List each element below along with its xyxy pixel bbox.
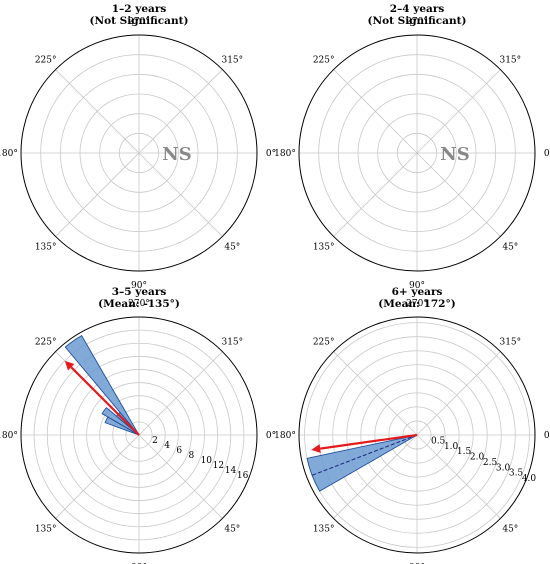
panel-subtitle: (Not Significant) bbox=[90, 15, 189, 27]
radial-tick-label: 12 bbox=[213, 461, 224, 471]
panel-subtitle: (Mean: 172°) bbox=[378, 298, 455, 310]
angle-tick-label: 270° bbox=[406, 299, 428, 309]
histogram-bar bbox=[101, 406, 140, 436]
angle-tick-label: 45° bbox=[224, 524, 240, 534]
polar-panel-4: 6+ years(Mean: 172°)0°45°90°135°180°225°… bbox=[274, 286, 550, 564]
histogram-bar bbox=[64, 335, 140, 436]
angular-grid-line bbox=[416, 351, 501, 436]
angle-tick-label: 180° bbox=[0, 431, 18, 441]
angle-tick-label: 225° bbox=[35, 338, 57, 348]
angle-tick-label: 135° bbox=[313, 524, 335, 534]
angle-tick-label: 135° bbox=[35, 242, 57, 252]
angle-tick-label: 180° bbox=[0, 149, 18, 159]
panel-subtitle: (Mean: -135°) bbox=[98, 298, 180, 310]
angular-grid-line bbox=[55, 152, 140, 237]
angle-tick-label: 315° bbox=[499, 338, 521, 348]
panel-title: 2–4 years bbox=[390, 3, 445, 15]
panel-title: 3–5 years bbox=[112, 286, 167, 298]
angle-tick-label: 225° bbox=[313, 338, 335, 348]
angular-grid-line bbox=[138, 152, 223, 237]
polar-outer-ring bbox=[298, 316, 536, 554]
bin-median-line bbox=[311, 434, 418, 476]
panel-title: 1–2 years bbox=[112, 3, 167, 15]
angle-tick-label: 270° bbox=[128, 299, 150, 309]
mean-arrow-head bbox=[311, 444, 321, 454]
angle-tick-label: 315° bbox=[221, 56, 243, 66]
angular-grid-line bbox=[416, 152, 501, 237]
angle-tick-label: 0° bbox=[266, 149, 276, 159]
radial-tick-label: 4.0 bbox=[522, 474, 537, 484]
angle-tick-label: 315° bbox=[221, 338, 243, 348]
panel-subtitle: (Not Significant) bbox=[368, 15, 467, 27]
polar-outer-ring bbox=[298, 34, 536, 272]
angle-tick-label: 180° bbox=[274, 431, 296, 441]
angular-grid-line bbox=[138, 69, 223, 154]
angle-tick-label: 315° bbox=[499, 56, 521, 66]
angular-grid-line bbox=[333, 351, 418, 436]
angle-tick-label: 135° bbox=[35, 524, 57, 534]
radial-tick-label: 1.5 bbox=[457, 447, 472, 457]
angle-tick-label: 45° bbox=[224, 242, 240, 252]
angle-tick-label: 135° bbox=[313, 242, 335, 252]
mean-direction-arrow bbox=[70, 366, 140, 436]
angular-grid-line bbox=[138, 434, 223, 519]
angle-tick-label: 225° bbox=[35, 56, 57, 66]
angular-grid-line bbox=[416, 434, 501, 519]
radial-tick-label: 6 bbox=[176, 446, 182, 456]
radial-tick-label: 8 bbox=[188, 451, 194, 461]
histogram-bar bbox=[306, 434, 418, 492]
mean-direction-arrow bbox=[320, 433, 418, 450]
angle-tick-label: 0° bbox=[266, 431, 276, 441]
angle-tick-label: 0° bbox=[544, 149, 550, 159]
not-significant-label: NS bbox=[440, 144, 469, 165]
angular-grid-line bbox=[55, 434, 140, 519]
angular-grid-line bbox=[416, 69, 501, 154]
panel-title: 6+ years bbox=[392, 286, 443, 298]
angle-tick-label: 45° bbox=[502, 242, 518, 252]
polar-outer-ring bbox=[20, 34, 258, 272]
angle-tick-label: 225° bbox=[313, 56, 335, 66]
angular-grid-line bbox=[333, 434, 418, 519]
polar-panel-3: 3–5 years(Mean: -135°)0°45°90°135°180°22… bbox=[0, 286, 276, 564]
angular-grid-line bbox=[333, 152, 418, 237]
polar-outer-ring bbox=[20, 316, 258, 554]
angle-tick-label: 270° bbox=[406, 17, 428, 27]
angular-grid-line bbox=[333, 69, 418, 154]
polar-panel-2: 2–4 years(Not Significant) 0° 45° 90° 135° 18… bbox=[274, 3, 550, 291]
angular-grid-line bbox=[55, 69, 140, 154]
radial-tick-label: 0.5 bbox=[431, 436, 446, 446]
not-significant-label: NS bbox=[162, 144, 191, 165]
radial-tick-label: 10 bbox=[201, 456, 213, 466]
angle-tick-label: 270° bbox=[128, 17, 150, 27]
radial-tick-label: 2.0 bbox=[470, 453, 485, 463]
radial-tick-label: 14 bbox=[225, 466, 237, 476]
angle-tick-label: 90° bbox=[131, 281, 147, 291]
angular-grid-line bbox=[138, 351, 223, 436]
angle-tick-label: 0° bbox=[544, 431, 550, 441]
mean-arrow-head bbox=[64, 360, 75, 371]
radial-tick-label: 3.0 bbox=[496, 463, 511, 473]
radial-tick-label: 16 bbox=[237, 471, 249, 481]
angle-tick-label: 45° bbox=[502, 524, 518, 534]
radial-tick-label: 2.5 bbox=[483, 458, 498, 468]
angle-tick-label: 180° bbox=[274, 149, 296, 159]
radial-tick-label: 3.5 bbox=[509, 469, 524, 479]
radial-tick-label: 1.0 bbox=[444, 442, 459, 452]
radial-tick-label: 2 bbox=[152, 436, 158, 446]
radial-tick-label: 4 bbox=[164, 441, 170, 451]
angle-tick-label: 90° bbox=[409, 281, 425, 291]
polar-panel-1: 1–2 years(Not Significant) 0° 45° 90° 135° 18… bbox=[0, 3, 276, 291]
